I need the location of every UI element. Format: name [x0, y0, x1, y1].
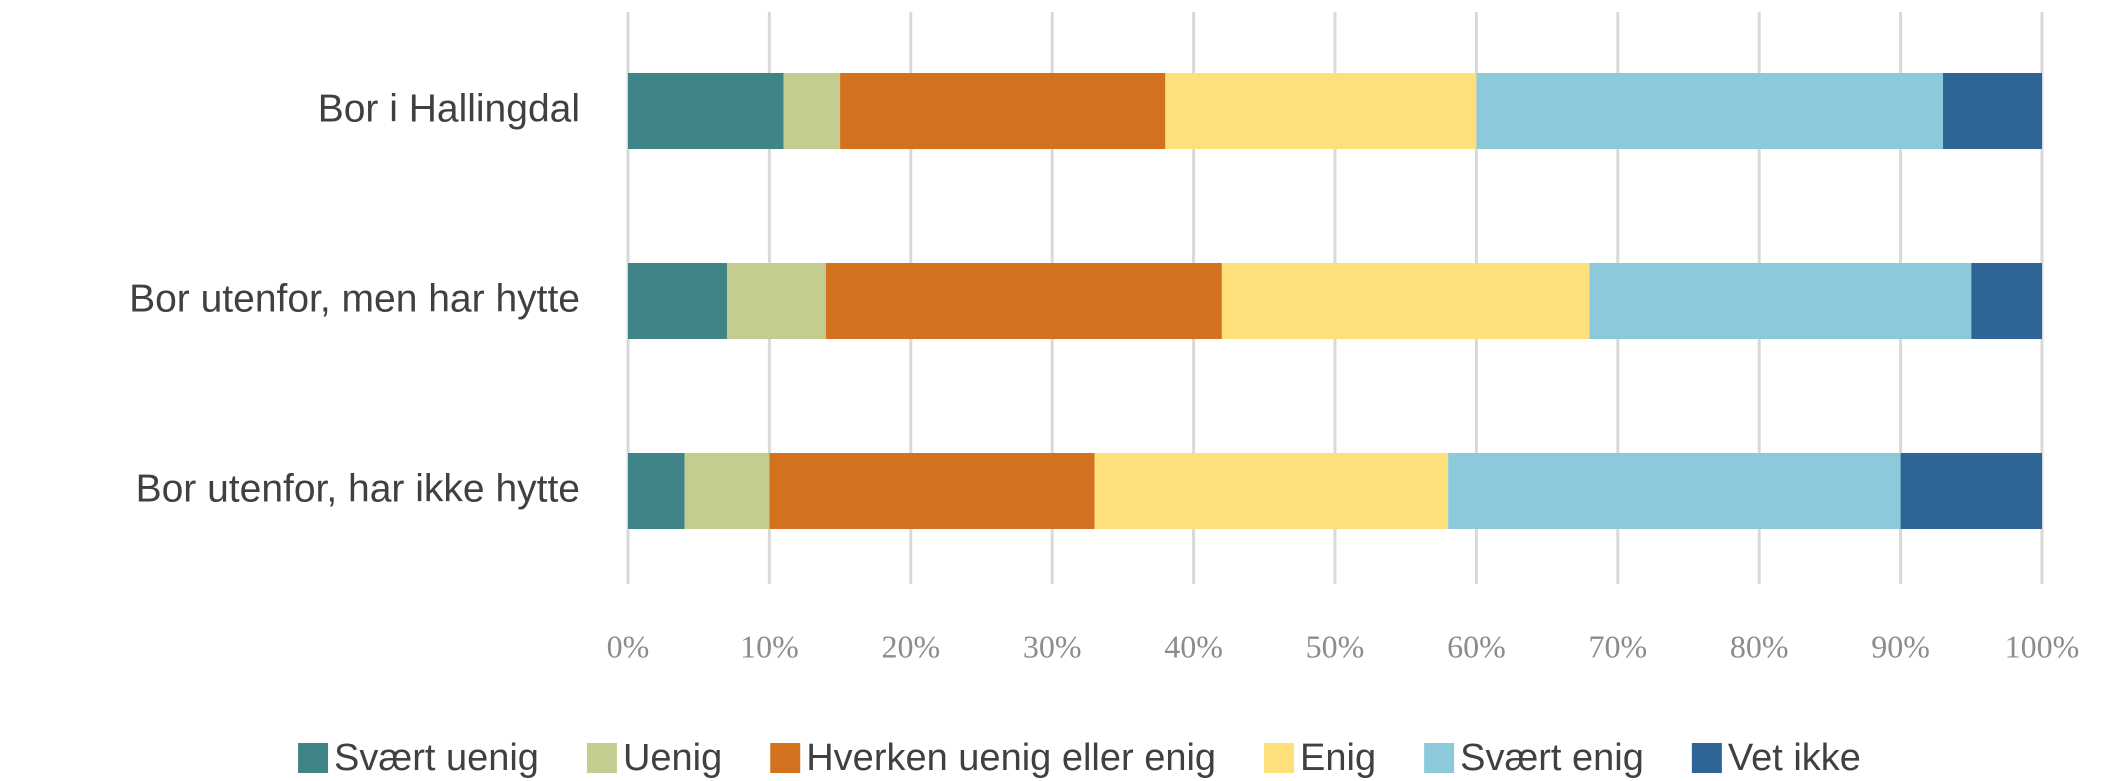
bar-segment: [1165, 73, 1477, 149]
bar-segment: [684, 453, 770, 529]
x-tick-label: 100%: [2005, 628, 2080, 664]
x-tick-label: 10%: [740, 628, 799, 664]
legend-swatch: [586, 743, 617, 773]
bar-segment: [1943, 73, 2042, 149]
legend-label: Hverken uenig eller enig: [806, 737, 1216, 779]
legend-label: Vet ikke: [1728, 737, 1861, 779]
x-tick-label: 0%: [607, 628, 650, 664]
category-label: Bor i Hallingdal: [318, 87, 580, 130]
bar-segment: [825, 263, 1222, 339]
legend-label: Svært uenig: [334, 737, 539, 779]
bar-segment: [1221, 263, 1590, 339]
x-tick-label: 70%: [1588, 628, 1647, 664]
bar-segment: [628, 73, 784, 149]
bar-segment: [628, 453, 685, 529]
bar-segment: [1476, 73, 1944, 149]
x-tick-label: 60%: [1447, 628, 1506, 664]
legend-swatch: [1424, 743, 1455, 773]
legend-swatch: [298, 743, 329, 773]
x-tick-label: 90%: [1871, 628, 1930, 664]
legend-label: Svært enig: [1460, 737, 1644, 779]
x-tick-label: 20%: [881, 628, 940, 664]
legend: Svært uenig Uenig Hverken uenig eller enig…: [298, 737, 1861, 779]
legend-label: Uenig: [623, 737, 722, 779]
bar-segment: [1448, 453, 1901, 529]
x-tick-label: 50%: [1306, 628, 1365, 664]
bar-segment: [840, 73, 1166, 149]
bar-segment: [1971, 263, 2042, 339]
bar-segment: [783, 73, 841, 149]
x-tick-label: 80%: [1730, 628, 1789, 664]
bar-segment: [1094, 453, 1449, 529]
legend-swatch: [1264, 743, 1295, 773]
bar-segment: [628, 263, 727, 339]
x-tick-label: 40%: [1164, 628, 1223, 664]
bar-segment: [769, 453, 1095, 529]
bar-segment: [1900, 453, 2042, 529]
category-label: Bor utenfor, har ikke hytte: [136, 467, 580, 510]
bar-segment: [1589, 263, 1972, 339]
category-label: Bor utenfor, men har hytte: [129, 277, 580, 320]
legend-label: Enig: [1300, 737, 1376, 779]
legend-swatch: [1691, 743, 1722, 773]
x-tick-label: 30%: [1023, 628, 1082, 664]
bar-segment: [726, 263, 826, 339]
legend-swatch: [770, 743, 801, 773]
